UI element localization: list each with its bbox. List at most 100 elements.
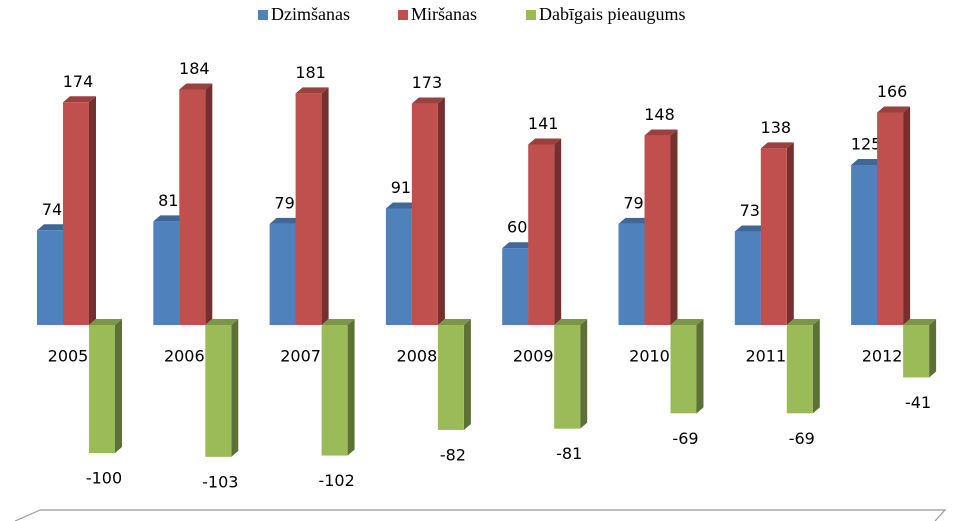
bar-top (437, 319, 471, 325)
x-tick-label: 2006 (164, 347, 205, 366)
bar (554, 325, 581, 429)
bar-top (89, 319, 122, 325)
x-tick-label: 2011 (745, 347, 786, 366)
bar (644, 135, 671, 325)
value-label: -82 (440, 445, 466, 464)
value-label: 73 (740, 201, 760, 220)
bar-top (851, 159, 885, 165)
bar-top (618, 217, 652, 224)
bar-top (760, 142, 794, 149)
bar (179, 89, 206, 325)
bar (205, 325, 232, 457)
bar-top (734, 225, 768, 232)
bar-side (437, 97, 445, 325)
bar-top (786, 319, 820, 325)
x-tick-label: 2009 (513, 347, 554, 366)
value-label: 125 (851, 135, 882, 154)
bar (786, 325, 813, 414)
bar (411, 103, 438, 325)
bar-top (644, 129, 678, 136)
value-label: 79 (274, 193, 294, 212)
value-label: -81 (556, 444, 582, 463)
bar-side (231, 319, 239, 457)
legend-swatch (398, 10, 408, 20)
bar-top (295, 87, 329, 94)
bar (37, 230, 63, 325)
value-label: -69 (672, 429, 698, 448)
bar (903, 325, 930, 378)
bar (385, 208, 412, 325)
bar (618, 223, 645, 325)
value-label: 184 (179, 59, 210, 78)
bar-top (385, 202, 419, 209)
bar (153, 221, 180, 325)
value-label: 173 (412, 73, 443, 92)
value-label: 74 (42, 200, 62, 219)
bar-side (696, 319, 704, 414)
x-tick-label: 2012 (862, 347, 903, 366)
bar-top (670, 319, 704, 325)
bar-top (153, 215, 187, 222)
legend-label: Dzimšanas (271, 4, 350, 24)
x-tick-label: 2007 (280, 347, 321, 366)
bar-side (903, 106, 911, 326)
value-label: 141 (528, 114, 559, 133)
bar (295, 93, 322, 325)
bar (437, 325, 464, 430)
value-label: -103 (202, 472, 238, 491)
value-label: 148 (644, 105, 675, 124)
bar-top (502, 242, 536, 249)
value-label: 174 (63, 72, 94, 91)
bar-top (903, 319, 937, 325)
value-label: 138 (761, 118, 792, 137)
bar-side (812, 319, 820, 414)
bar (63, 102, 89, 325)
bar-side (670, 129, 678, 325)
bar (321, 325, 348, 456)
bar (851, 165, 878, 325)
bar-top (411, 97, 445, 104)
bar-top (269, 217, 303, 224)
bar-side (463, 319, 471, 430)
bar-top (37, 224, 70, 231)
bar-side (115, 319, 122, 453)
x-tick-label: 2005 (48, 347, 89, 366)
bar (760, 148, 787, 325)
bar-side (786, 142, 794, 325)
value-label: -102 (318, 471, 354, 490)
bar-side (580, 319, 588, 429)
value-label: 91 (391, 178, 411, 197)
bar-side (89, 96, 96, 325)
bar (734, 231, 761, 325)
x-tick-label: 2008 (397, 347, 438, 366)
value-label: -69 (789, 429, 815, 448)
bar-top (205, 319, 239, 325)
bar-top (554, 319, 588, 325)
legend-label: Dabīgais pieaugums (539, 4, 685, 24)
value-label: -41 (905, 393, 931, 412)
bar-top (179, 83, 213, 90)
bar (89, 325, 115, 453)
bar-top (321, 319, 355, 325)
bar-top (528, 138, 562, 145)
bar-side (205, 83, 213, 325)
bar (502, 248, 529, 325)
legend-swatch (526, 10, 536, 20)
bar (877, 112, 904, 326)
bar (269, 223, 296, 325)
value-label: -100 (86, 469, 122, 488)
value-label: 79 (623, 193, 643, 212)
bar-side (347, 319, 355, 456)
floor-frame (14, 509, 947, 521)
value-label: 166 (877, 82, 908, 101)
x-tick-label: 2010 (629, 347, 670, 366)
bar-top (877, 106, 911, 113)
bar-side (554, 138, 562, 325)
value-label: 81 (158, 191, 178, 210)
bar-top (63, 96, 96, 103)
value-label: 60 (507, 218, 527, 237)
bar (528, 144, 555, 325)
legend-swatch (258, 10, 268, 20)
